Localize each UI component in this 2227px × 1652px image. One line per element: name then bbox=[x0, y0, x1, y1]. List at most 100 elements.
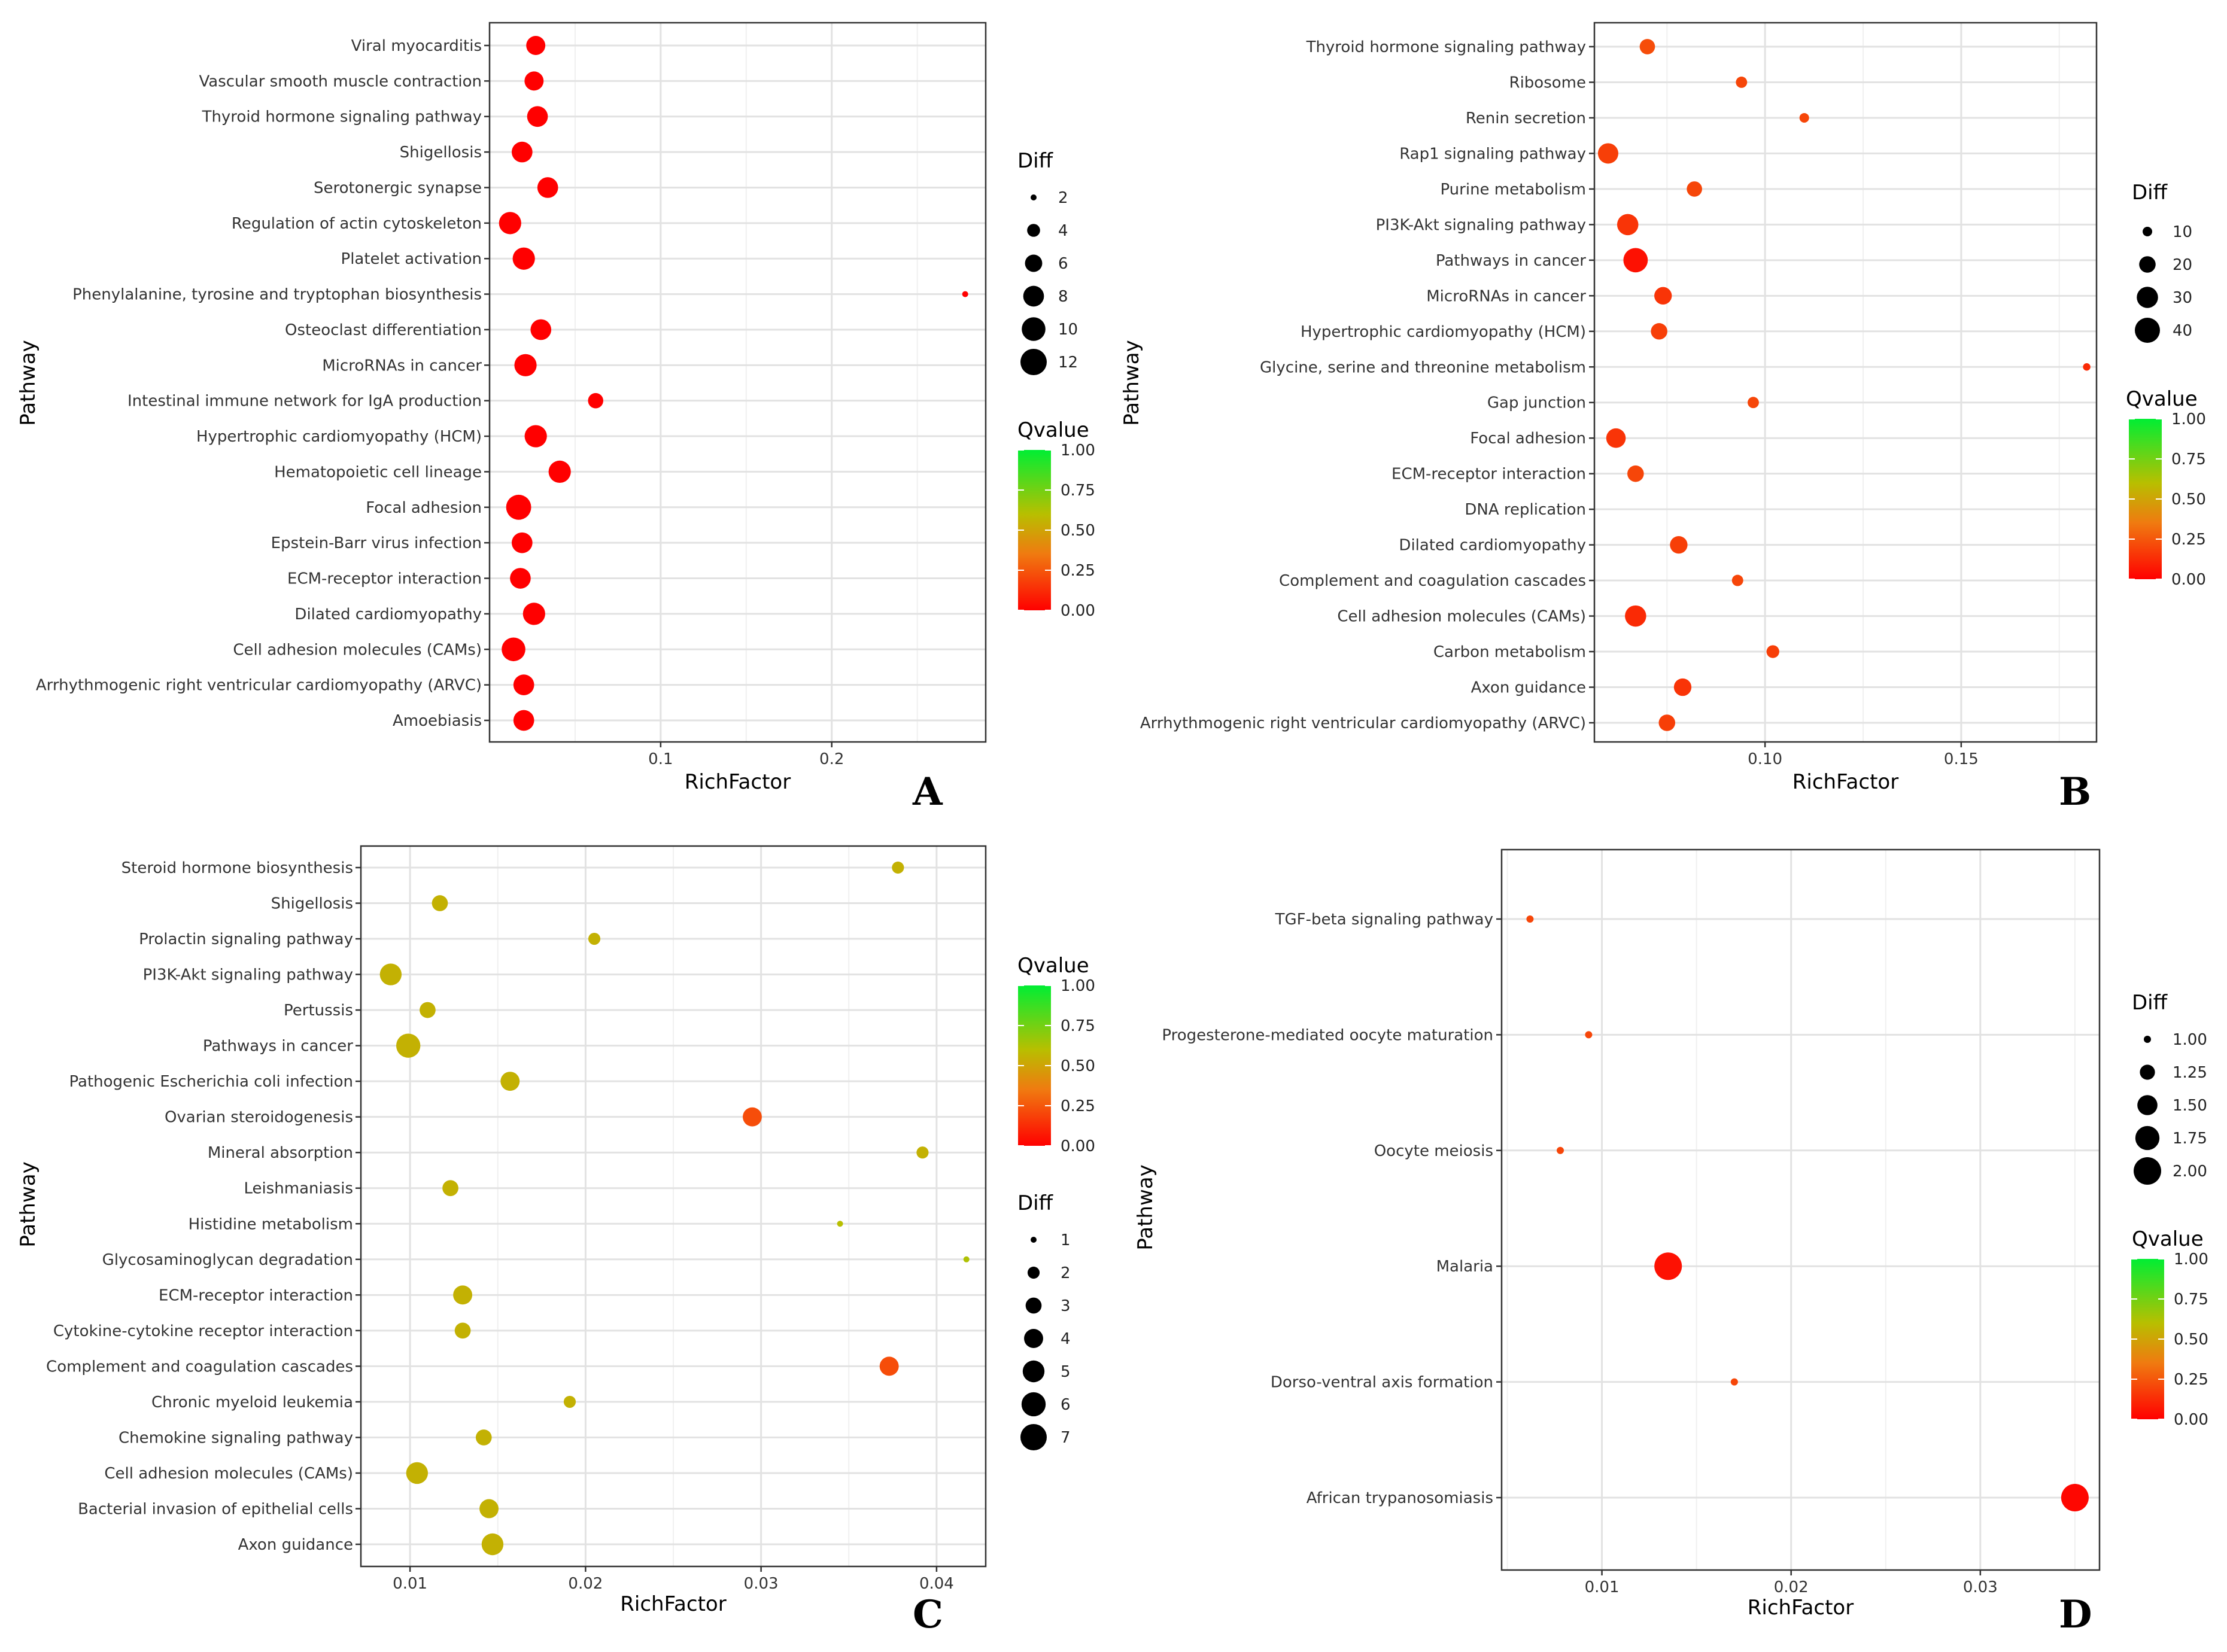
data-point bbox=[1736, 77, 1748, 88]
x-tick-label: 0.01 bbox=[393, 1575, 427, 1593]
category-label: Renin secretion bbox=[1466, 109, 1586, 127]
category-label: Prolactin signaling pathway bbox=[139, 930, 353, 948]
qvalue-legend-label: 0.25 bbox=[1061, 1097, 1095, 1115]
size-legend-dot bbox=[1031, 194, 1037, 200]
data-point bbox=[1766, 645, 1779, 658]
category-label: Pertussis bbox=[284, 1002, 353, 1020]
size-legend-label: 8 bbox=[1058, 288, 1068, 306]
plot-background bbox=[490, 23, 986, 742]
category-label: Shigellosis bbox=[400, 144, 482, 162]
data-point bbox=[879, 1356, 899, 1376]
category-label: ECM-receptor interaction bbox=[159, 1286, 353, 1304]
qvalue-legend-title: Qvalue bbox=[2132, 1227, 2204, 1251]
data-point bbox=[432, 895, 448, 911]
category-label: Thyroid hormone signaling pathway bbox=[1306, 38, 1586, 56]
qvalue-legend-label: 0.25 bbox=[1061, 562, 1095, 580]
qvalue-legend-title: Qvalue bbox=[1017, 954, 1089, 978]
category-label: MicroRNAs in cancer bbox=[1426, 287, 1586, 305]
category-label: Complement and coagulation cascades bbox=[46, 1358, 353, 1376]
category-label: Purine metabolism bbox=[1440, 181, 1586, 199]
category-label: Chemokine signaling pathway bbox=[119, 1429, 353, 1447]
qvalue-legend-label: 1.00 bbox=[2174, 1251, 2208, 1268]
data-point bbox=[500, 1072, 520, 1091]
size-legend-dot bbox=[1021, 1392, 1046, 1417]
data-point bbox=[524, 425, 547, 448]
data-point bbox=[1585, 1031, 1593, 1039]
data-point bbox=[481, 1533, 504, 1556]
x-tick-label: 0.03 bbox=[1963, 1578, 1998, 1596]
category-label: Chronic myeloid leukemia bbox=[151, 1394, 353, 1411]
category-label: PI3K-Akt signaling pathway bbox=[1376, 216, 1586, 234]
data-point bbox=[1748, 397, 1759, 409]
size-legend-label: 10 bbox=[1058, 321, 1078, 339]
category-label: Axon guidance bbox=[238, 1536, 353, 1554]
qvalue-legend-title: Qvalue bbox=[1017, 418, 1089, 442]
category-label: Cell adhesion molecules (CAMs) bbox=[104, 1465, 353, 1483]
data-point bbox=[513, 710, 534, 731]
data-point bbox=[1606, 428, 1626, 448]
x-tick-label: 0.02 bbox=[568, 1575, 603, 1593]
size-legend-label: 4 bbox=[1061, 1330, 1071, 1348]
size-legend-dot bbox=[2137, 287, 2158, 308]
category-label: Cytokine-cytokine receptor interaction bbox=[53, 1322, 353, 1340]
y-axis-title: Pathway bbox=[1120, 340, 1144, 425]
data-point bbox=[379, 963, 402, 985]
plot-border bbox=[488, 22, 987, 743]
data-point bbox=[1651, 323, 1667, 340]
category-label: Histidine metabolism bbox=[189, 1215, 353, 1233]
category-label: Carbon metabolism bbox=[1433, 643, 1586, 661]
size-legend-dot bbox=[1022, 317, 1046, 341]
y-axis-title: Pathway bbox=[16, 1161, 40, 1247]
category-label: Ribosome bbox=[1509, 74, 1586, 92]
data-point bbox=[548, 460, 571, 483]
category-label: Cell adhesion molecules (CAMs) bbox=[233, 641, 482, 659]
category-label: Pathways in cancer bbox=[1436, 252, 1586, 270]
category-label: DNA replication bbox=[1465, 501, 1586, 519]
category-label: Dilated cardiomyopathy bbox=[294, 606, 482, 623]
category-label: Focal adhesion bbox=[1470, 430, 1586, 448]
qvalue-legend-label: 0.25 bbox=[2174, 1371, 2208, 1389]
qvalue-legend-label: 1.00 bbox=[1061, 442, 1095, 460]
data-point bbox=[479, 1499, 499, 1519]
category-label: Osteoclast differentiation bbox=[285, 321, 482, 339]
category-label: Oocyte meiosis bbox=[1374, 1142, 1493, 1160]
category-label: Arrhythmogenic right ventricular cardiom… bbox=[36, 677, 482, 695]
data-point bbox=[1627, 465, 1644, 482]
category-label: Dilated cardiomyopathy bbox=[1399, 537, 1586, 555]
plot-border bbox=[1593, 22, 2098, 743]
size-legend-dot bbox=[1023, 285, 1044, 307]
data-point bbox=[1597, 143, 1618, 164]
x-tick-label: 0.1 bbox=[648, 750, 673, 768]
category-label: Mineral absorption bbox=[208, 1144, 353, 1162]
data-point bbox=[454, 1322, 471, 1339]
data-point bbox=[442, 1180, 458, 1197]
x-tick-label: 0.02 bbox=[1774, 1578, 1809, 1596]
data-point bbox=[1687, 181, 1702, 197]
qvalue-legend-label: 0.75 bbox=[2174, 1291, 2208, 1309]
plot-border bbox=[1500, 848, 2101, 1571]
size-legend-dot bbox=[1020, 349, 1047, 375]
category-label: Arrhythmogenic right ventricular cardiom… bbox=[1140, 714, 1586, 732]
data-point bbox=[916, 1146, 929, 1159]
category-label: Malaria bbox=[1436, 1258, 1493, 1276]
data-point bbox=[962, 291, 968, 297]
size-legend-label: 1.50 bbox=[2173, 1097, 2207, 1115]
qvalue-legend-label: 0.50 bbox=[2174, 1331, 2208, 1349]
x-axis-title: RichFactor bbox=[685, 770, 791, 794]
chart-panel-c: Steroid hormone biosynthesis Shigellosis P… bbox=[16, 845, 1095, 1637]
category-label: Gap junction bbox=[1487, 394, 1586, 412]
data-point bbox=[743, 1107, 762, 1127]
data-point bbox=[588, 393, 603, 409]
data-point bbox=[406, 1462, 429, 1484]
category-label: Axon guidance bbox=[1471, 679, 1586, 697]
qvalue-legend-title: Qvalue bbox=[2126, 387, 2198, 411]
plot-background bbox=[1502, 850, 2100, 1570]
category-label: Ovarian steroidogenesis bbox=[165, 1109, 353, 1127]
x-tick-label: 0.15 bbox=[1944, 750, 1979, 768]
size-legend-title: Diff bbox=[2132, 181, 2168, 205]
size-legend-dot bbox=[1025, 254, 1043, 272]
size-legend-label: 10 bbox=[2173, 223, 2192, 241]
data-point bbox=[2061, 1484, 2089, 1511]
data-point bbox=[1673, 678, 1692, 696]
